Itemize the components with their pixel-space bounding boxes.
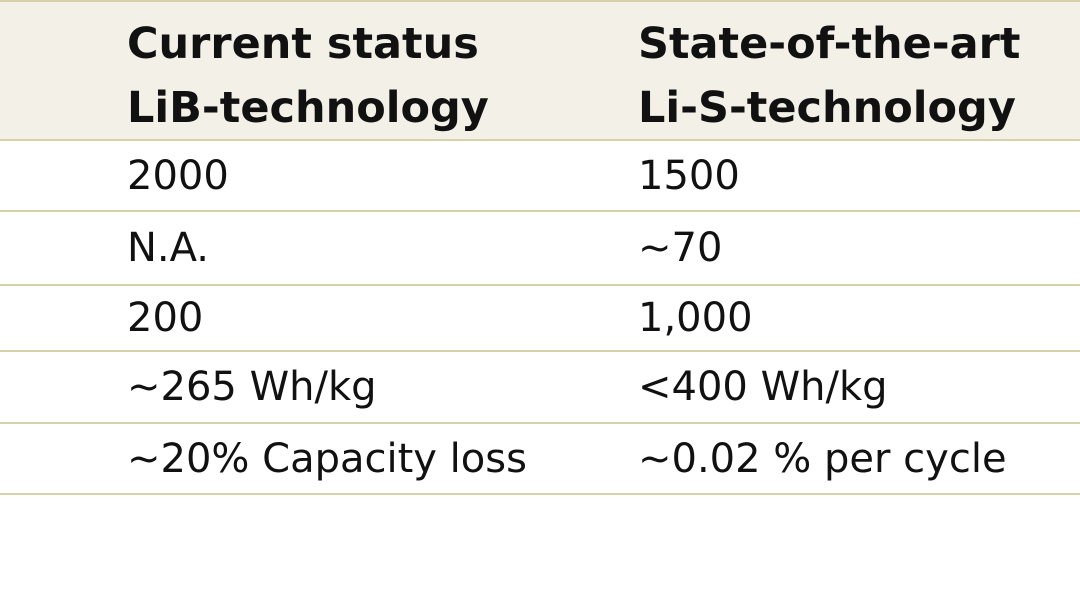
table-cell: ~265 Wh/kg: [127, 364, 377, 410]
table-cell: ~20% Capacity loss: [127, 435, 527, 482]
table-cell: <400 Wh/kg: [638, 364, 888, 410]
table-cell: 2000: [127, 152, 229, 199]
header-line: State-of-the-art: [638, 19, 1021, 69]
table-cell: 1,000: [638, 295, 753, 341]
table-cell: ~0.02 % per cycle: [638, 435, 1007, 482]
table-cell: ~70: [638, 225, 723, 271]
table-row: N.A. ~70: [0, 212, 1080, 286]
header-line: LiB-technology: [127, 83, 489, 133]
table-row: 2000 1500: [0, 141, 1080, 212]
header-cell: State-of-the-art Li-S-technology: [638, 12, 1020, 140]
table-cell: 200: [127, 295, 204, 341]
table-row: ~265 Wh/kg <400 Wh/kg: [0, 352, 1080, 424]
table-header: Current status LiB-technology State-of-t…: [0, 0, 1080, 141]
table-cell: 1500: [638, 152, 740, 199]
header-line: Li-S-technology: [638, 83, 1016, 133]
header-cell: Current status LiB-technology: [127, 12, 489, 140]
header-line: Current status: [127, 19, 479, 69]
table-row: ~20% Capacity loss ~0.02 % per cycle: [0, 424, 1080, 495]
table-row: 200 1,000: [0, 286, 1080, 352]
table-cell: N.A.: [127, 225, 210, 271]
